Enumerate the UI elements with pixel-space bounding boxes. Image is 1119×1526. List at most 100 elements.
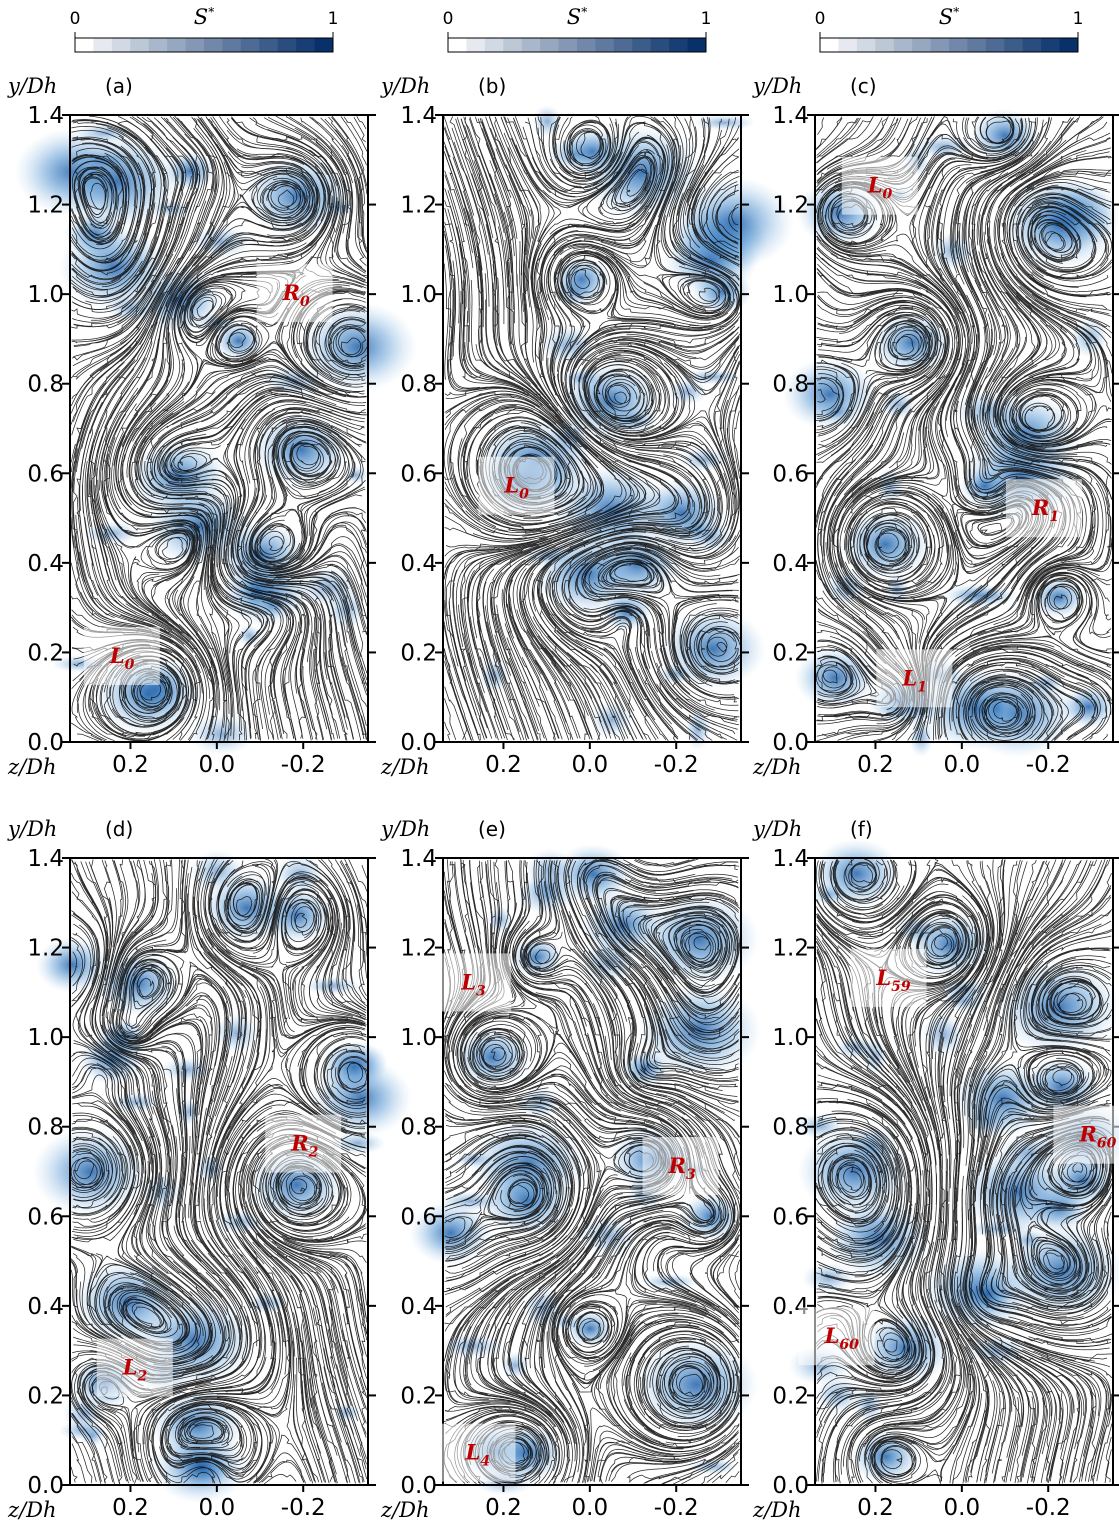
streamline xyxy=(582,858,649,957)
streamline xyxy=(1011,1324,1112,1344)
streamline xyxy=(1029,426,1108,448)
y-tick-label: 0.0 xyxy=(400,1473,437,1499)
streamline xyxy=(621,1352,724,1442)
streamline xyxy=(464,1301,537,1410)
streamline xyxy=(491,1328,570,1459)
streamline xyxy=(978,1081,1076,1162)
y-axis-label: y/Dh xyxy=(380,817,430,841)
streamline xyxy=(1044,585,1078,610)
streamline xyxy=(214,320,260,364)
streamline xyxy=(891,1157,922,1319)
streamline xyxy=(143,123,184,271)
streamline xyxy=(297,577,367,696)
vorticity-blob xyxy=(486,906,514,935)
streamline xyxy=(817,1362,895,1384)
streamline xyxy=(992,1170,1049,1308)
streamline xyxy=(562,1300,619,1360)
streamline xyxy=(193,1140,245,1289)
annotation-sub: 2 xyxy=(308,1145,319,1161)
streamline xyxy=(844,387,943,509)
streamline xyxy=(732,397,741,472)
streamline xyxy=(299,1264,359,1422)
streamline xyxy=(110,265,188,420)
streamline xyxy=(1028,468,1096,582)
streamline xyxy=(951,859,992,940)
streamline xyxy=(606,858,738,883)
streamline xyxy=(613,347,691,440)
streamline xyxy=(816,630,888,675)
streamline xyxy=(475,1082,628,1129)
streamline xyxy=(170,1247,236,1375)
streamline xyxy=(284,603,303,741)
streamline xyxy=(71,201,128,245)
streamline xyxy=(470,1029,520,1079)
streamline xyxy=(330,872,367,1014)
streamline xyxy=(1031,1380,1046,1482)
streamline xyxy=(219,502,294,627)
streamline xyxy=(338,1057,367,1090)
streamline xyxy=(1031,1306,1109,1326)
streamline xyxy=(494,617,539,740)
colorbar-step xyxy=(985,38,1005,52)
streamline xyxy=(298,602,312,741)
streamline xyxy=(1105,1449,1112,1483)
streamline xyxy=(114,542,210,677)
streamline xyxy=(266,183,302,209)
streamline xyxy=(969,1190,1023,1329)
streamline xyxy=(932,533,1056,649)
x-tick-label: 0.0 xyxy=(572,752,609,778)
streamline xyxy=(815,1186,900,1244)
streamline xyxy=(1028,1018,1108,1039)
streamline xyxy=(253,526,300,563)
colorbar-step xyxy=(1041,38,1061,52)
colorbar-step xyxy=(838,38,858,52)
streamline xyxy=(583,602,683,709)
streamline xyxy=(605,316,741,344)
streamline xyxy=(959,247,988,406)
streamline xyxy=(700,626,741,668)
streamline xyxy=(998,1321,1110,1344)
streamline xyxy=(962,117,1027,157)
streamline xyxy=(331,115,368,253)
streamline xyxy=(912,868,988,973)
x-tick-label: 0.0 xyxy=(199,752,236,778)
streamline xyxy=(302,1359,330,1484)
streamline xyxy=(520,1244,595,1384)
streamline xyxy=(457,635,487,739)
streamline xyxy=(817,295,931,312)
streamline xyxy=(70,1431,93,1484)
streamline xyxy=(247,563,367,630)
streamline xyxy=(143,365,290,444)
streamline xyxy=(872,1008,937,1166)
streamline xyxy=(483,581,525,741)
streamline xyxy=(606,119,674,241)
streamline xyxy=(279,583,346,718)
streamline xyxy=(974,384,1085,486)
streamline xyxy=(167,242,244,370)
streamline xyxy=(232,1253,275,1394)
streamline xyxy=(126,360,225,478)
streamline xyxy=(240,156,325,247)
streamline xyxy=(222,647,232,739)
streamline xyxy=(270,1229,367,1247)
streamline xyxy=(532,1125,590,1264)
streamline xyxy=(817,656,854,698)
streamline xyxy=(651,606,738,720)
streamline xyxy=(731,206,739,225)
y-tick-label: 1.4 xyxy=(772,103,809,129)
streamline xyxy=(539,1281,577,1429)
streamline xyxy=(207,860,272,949)
streamline xyxy=(452,569,488,729)
streamline xyxy=(117,859,129,944)
streamline xyxy=(640,1069,738,1089)
streamline xyxy=(546,531,635,637)
streamline xyxy=(77,1363,127,1482)
streamline xyxy=(282,426,348,497)
streamline xyxy=(660,1253,740,1323)
streamline xyxy=(182,1402,262,1474)
streamline xyxy=(275,115,345,175)
streamline xyxy=(612,1172,714,1226)
streamline xyxy=(350,880,367,996)
streamline xyxy=(588,362,686,436)
streamline xyxy=(818,861,917,923)
